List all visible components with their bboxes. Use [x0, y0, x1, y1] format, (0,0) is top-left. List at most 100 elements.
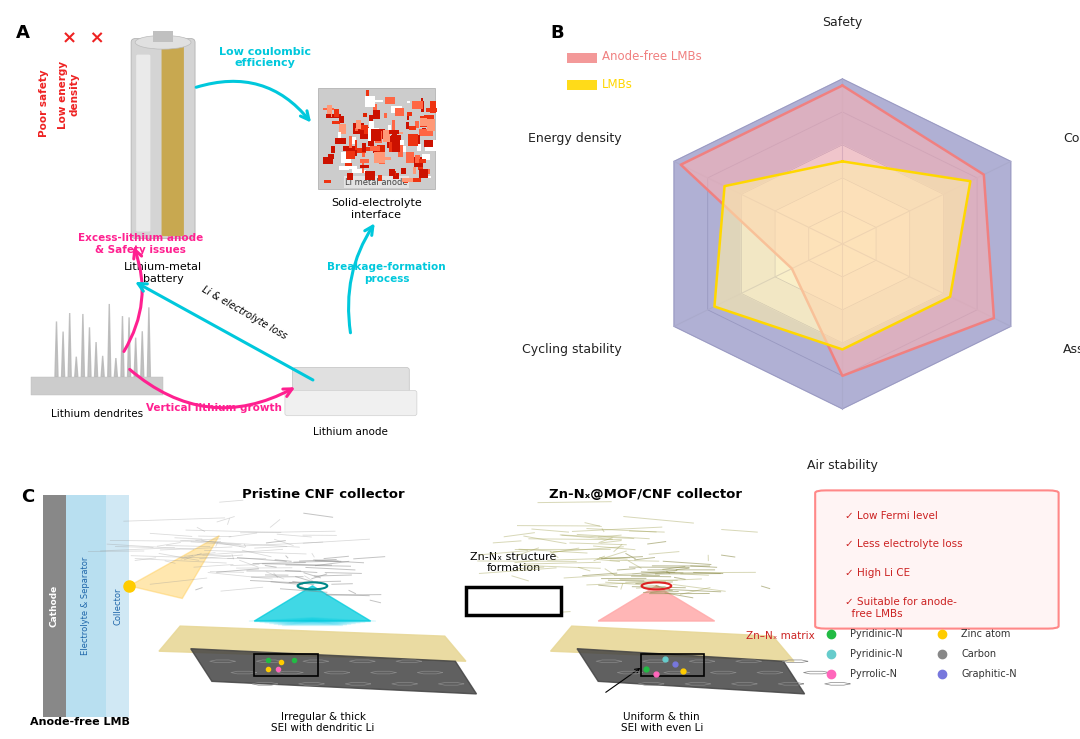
Bar [369, 120, 374, 128]
Bar [389, 130, 399, 134]
Bar [363, 147, 374, 151]
Bar [349, 146, 356, 156]
Polygon shape [598, 586, 715, 621]
Polygon shape [254, 586, 370, 621]
Text: Cost: Cost [1063, 132, 1080, 145]
Bar [424, 140, 433, 147]
Text: Li & electrolyte loss: Li & electrolyte loss [200, 284, 288, 341]
Polygon shape [269, 619, 355, 624]
Text: LMBs: LMBs [603, 78, 633, 92]
Bar [318, 88, 434, 189]
Polygon shape [87, 327, 91, 377]
Polygon shape [809, 211, 876, 277]
Polygon shape [551, 626, 794, 661]
Bar [354, 129, 357, 132]
Bar [338, 132, 340, 138]
Bar [339, 123, 346, 134]
Bar [421, 98, 423, 110]
Bar [326, 114, 332, 118]
Text: A: A [16, 24, 30, 42]
Bar [323, 108, 334, 110]
Bar [418, 158, 423, 169]
Text: Vertical lithium growth: Vertical lithium growth [146, 403, 282, 413]
Bar [42, 495, 66, 717]
Text: Graphitic-N: Graphitic-N [961, 669, 1017, 679]
Bar [465, 587, 562, 615]
Polygon shape [741, 145, 944, 343]
Text: Lithium dendrites: Lithium dendrites [51, 409, 144, 419]
Bar [422, 168, 430, 174]
Text: Carbon: Carbon [961, 649, 997, 658]
Polygon shape [127, 317, 131, 377]
Text: Low energy
density: Low energy density [58, 61, 80, 129]
Bar [339, 166, 349, 170]
Bar [332, 121, 340, 124]
Text: Cathode: Cathode [50, 585, 58, 627]
Bar [426, 140, 435, 151]
Bar [415, 157, 423, 167]
Bar [379, 161, 386, 164]
Text: Cycling stability: Cycling stability [522, 343, 622, 355]
Polygon shape [68, 313, 71, 377]
Bar [378, 129, 384, 139]
Text: Zn–Nₓ matrix: Zn–Nₓ matrix [746, 631, 815, 641]
Bar [397, 145, 403, 157]
Text: Pyridinic-N: Pyridinic-N [850, 649, 903, 658]
Bar [423, 176, 431, 178]
Text: Low coulombic
efficiency: Low coulombic efficiency [218, 47, 311, 69]
Polygon shape [140, 331, 144, 377]
Text: Pyridinic-N: Pyridinic-N [850, 629, 903, 638]
Bar [343, 146, 353, 151]
Bar [424, 115, 434, 121]
Bar [368, 128, 379, 140]
Bar [390, 171, 396, 177]
Bar [389, 168, 395, 176]
Bar [405, 179, 408, 183]
Bar [106, 495, 130, 717]
Bar [370, 129, 381, 141]
Bar [327, 106, 332, 117]
FancyBboxPatch shape [136, 55, 150, 231]
Text: Energy density: Energy density [528, 132, 622, 145]
Polygon shape [134, 338, 137, 377]
Bar [395, 132, 403, 134]
Polygon shape [55, 321, 58, 377]
Polygon shape [775, 178, 909, 310]
Bar [366, 90, 369, 102]
Polygon shape [191, 649, 476, 694]
Bar [427, 108, 436, 112]
Text: Uniform & thin
SEI with even Li: Uniform & thin SEI with even Li [621, 712, 703, 733]
Polygon shape [741, 145, 944, 343]
Bar [409, 126, 417, 130]
Bar [340, 152, 351, 163]
Bar [360, 170, 366, 174]
Bar [419, 160, 427, 163]
FancyBboxPatch shape [285, 390, 417, 415]
Bar [372, 100, 382, 102]
Bar [351, 169, 362, 173]
Text: Air stability: Air stability [807, 459, 878, 472]
Bar [414, 167, 416, 174]
Bar [394, 109, 404, 116]
Bar [31, 377, 163, 395]
Bar [406, 152, 414, 163]
Bar [365, 96, 375, 107]
Bar [362, 163, 364, 173]
Bar [383, 130, 390, 143]
Bar [416, 155, 420, 163]
FancyBboxPatch shape [162, 41, 184, 236]
Bar [327, 154, 334, 159]
Text: Poor safety: Poor safety [39, 69, 49, 137]
Bar [66, 495, 106, 717]
Polygon shape [265, 619, 361, 623]
Bar [374, 104, 377, 112]
Bar [369, 115, 373, 126]
Bar [417, 144, 421, 151]
Text: Pristine CNF collector: Pristine CNF collector [242, 488, 404, 501]
Bar [374, 152, 386, 163]
Bar [376, 132, 381, 143]
Bar [407, 101, 410, 103]
Bar [419, 118, 428, 126]
Bar [339, 115, 343, 123]
Bar [419, 129, 431, 136]
